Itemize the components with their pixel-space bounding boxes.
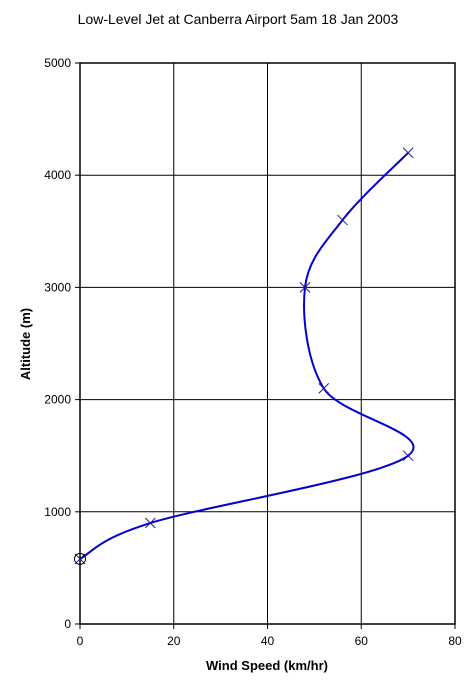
y-tick-label: 3000 [44, 280, 71, 294]
series-markers [74, 147, 414, 565]
y-tick-label: 4000 [44, 168, 71, 182]
data-point-marker [402, 147, 414, 159]
x-axis-label: Wind Speed (km/hr) [206, 658, 328, 673]
x-tick-label: 60 [355, 634, 369, 648]
x-tick-label: 80 [448, 634, 462, 648]
y-tick-label: 0 [64, 617, 71, 631]
y-tick-label: 5000 [44, 56, 71, 70]
axis-ticks: 0 20 40 60 80 0 1000 2000 3000 4000 5000 [44, 56, 462, 648]
x-tick-label: 0 [77, 634, 84, 648]
data-point-marker [299, 282, 311, 293]
chart-title: Low-Level Jet at Canberra Airport 5am 18… [78, 11, 399, 27]
data-point-marker [144, 517, 156, 529]
data-point-marker [74, 552, 86, 565]
series-line [79, 152, 415, 560]
data-point-marker [402, 450, 414, 462]
data-point-marker [337, 214, 348, 226]
y-tick-label: 2000 [44, 393, 71, 407]
data-point-marker [318, 383, 330, 394]
x-tick-label: 40 [261, 634, 275, 648]
grid-lines [80, 63, 455, 624]
x-tick-label: 20 [167, 634, 181, 648]
y-axis-label: Altitude (m) [18, 308, 33, 380]
y-tick-label: 1000 [44, 505, 71, 519]
